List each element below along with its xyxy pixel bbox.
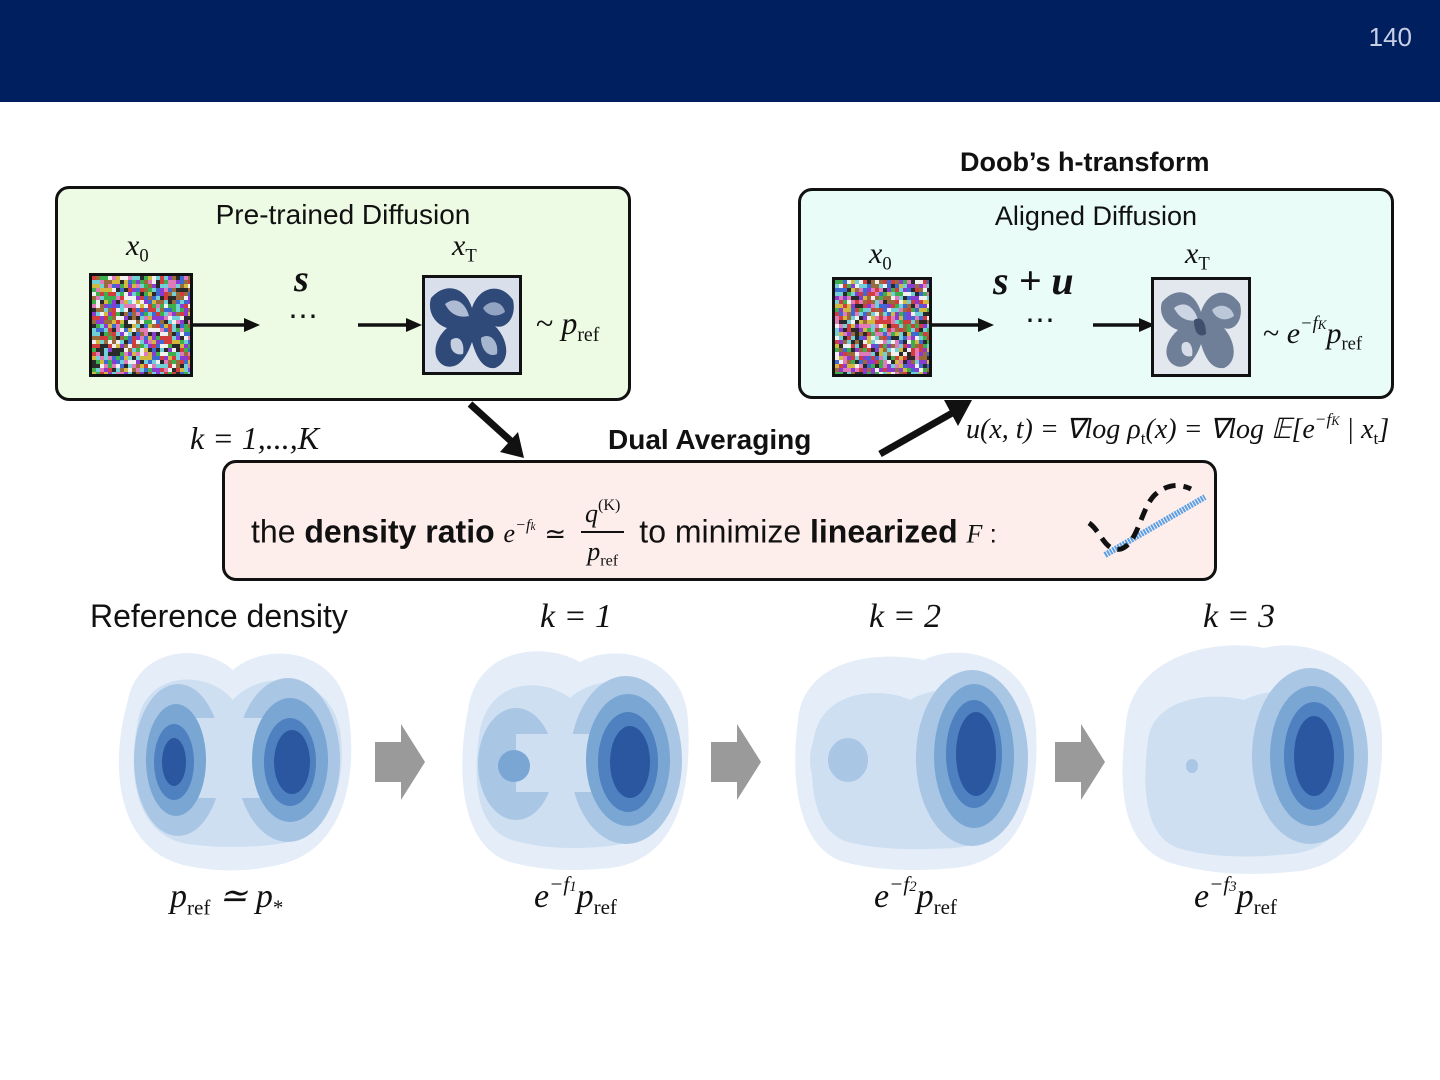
- arrow-to-aligned-diffusion: [878, 400, 972, 458]
- aligned-diffusion-title: Aligned Diffusion: [994, 201, 1198, 231]
- k1-density-plot: [462, 651, 689, 870]
- header-bar: [0, 0, 1440, 102]
- doob-h-transform-heading: Doob’s h-transform: [960, 147, 1210, 177]
- k2-heading: k = 2: [869, 598, 942, 635]
- pretrained-ellipsis: ⋯: [288, 300, 318, 333]
- aligned-x0-label: x0: [869, 237, 892, 275]
- reference-density-plot: [118, 653, 352, 871]
- aligned-distribution-label: ~ e−fKpref: [1263, 313, 1363, 355]
- linearization-sketch-icon: [1087, 483, 1207, 558]
- aligned-ellipsis: ⋯: [1025, 304, 1055, 337]
- k2-density-caption: e−f2pref: [874, 872, 957, 920]
- iteration-range-label: k = 1,...,K: [190, 420, 320, 456]
- control-formula: u(x, t) = ∇log ρt(x) = ∇log 𝔼[e−fK | xt]: [966, 410, 1390, 449]
- density-ratio-exponential: e−fk: [503, 517, 536, 549]
- k1-heading: k = 1: [540, 598, 613, 635]
- page-number: 140: [1368, 22, 1412, 52]
- aligned-sample-image: [1151, 277, 1251, 377]
- aligned-diffusion-box: Aligned Diffusion x0 s + u ⋯ xT ~ e−fKpr…: [798, 188, 1394, 399]
- pretrained-noise-image: [89, 273, 193, 377]
- linearized-term: linearized: [810, 513, 958, 550]
- pretrained-score-label: s: [294, 258, 309, 300]
- k3-heading: k = 3: [1203, 598, 1276, 635]
- pretrained-diffusion-title: Pre-trained Diffusion: [215, 199, 471, 230]
- pretrained-diffusion-box: Pre-trained Diffusion x0 s ⋯ xT ~ pref: [55, 186, 631, 401]
- aligned-score-label: s + u: [993, 258, 1074, 303]
- step-arrow-1: [375, 724, 425, 800]
- step-arrow-2: [711, 724, 761, 800]
- arrow-to-dual-averaging: [467, 401, 524, 458]
- dual-averaging-box: the density ratio e−fk ≃ q(K) pref to mi…: [222, 460, 1217, 581]
- pretrained-arrow-2: [358, 317, 422, 338]
- pretrained-sample-image: [422, 275, 522, 375]
- dual-averaging-statement: the density ratio e−fk ≃ q(K) pref to mi…: [251, 497, 997, 571]
- aligned-arrow-2: [1093, 317, 1155, 338]
- density-ratio-fraction: q(K) pref: [581, 497, 625, 571]
- dual-averaging-heading: Dual Averaging: [608, 424, 812, 455]
- k3-density-caption: e−f3pref: [1194, 872, 1277, 920]
- pretrained-xT-label: xT: [452, 229, 477, 267]
- pretrained-distribution-label: ~ pref: [536, 305, 600, 346]
- reference-density-heading: Reference density: [90, 598, 348, 634]
- aligned-noise-image: [832, 277, 932, 377]
- aligned-xT-label: xT: [1185, 237, 1210, 275]
- reference-density-caption: pref ≃ p*: [170, 878, 284, 920]
- k3-density-plot: [1122, 645, 1383, 874]
- pretrained-arrow-1: [192, 317, 260, 338]
- aligned-arrow-1: [932, 317, 994, 338]
- pretrained-x0-label: x0: [126, 229, 149, 267]
- k2-density-plot: [795, 652, 1037, 870]
- step-arrow-3: [1055, 724, 1105, 800]
- density-ratio-term: density ratio: [304, 513, 495, 550]
- k1-density-caption: e−f1pref: [534, 872, 617, 920]
